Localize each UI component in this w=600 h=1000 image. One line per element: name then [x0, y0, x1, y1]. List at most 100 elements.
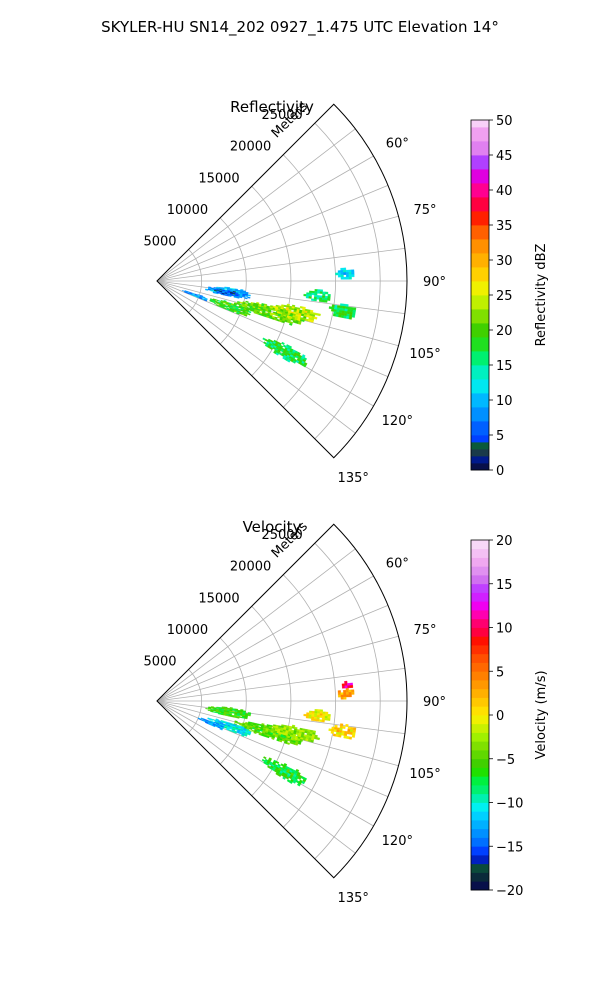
colorbar-segment [471, 653, 489, 659]
echo-gate [347, 682, 351, 686]
colorbar-segment [471, 347, 489, 352]
echo-gate [343, 694, 347, 698]
colorbar-segment [471, 284, 489, 289]
echo-gate [239, 296, 243, 299]
echo-gate [345, 692, 350, 695]
echo-gate [247, 312, 251, 316]
echo-gate [324, 299, 328, 303]
colorbar-segment [471, 291, 489, 296]
echo-gate [337, 272, 341, 276]
radar-panels: Reflectivity500010000150002000025000Mete… [143, 98, 549, 906]
radial-tick-label: 25000 [261, 108, 302, 123]
colorbar-segment [471, 745, 489, 751]
echo-gate [344, 683, 348, 687]
figure-suptitle: SKYLER-HU SN14_202 0927_1.475 UTC Elevat… [101, 18, 499, 37]
echo-gate [342, 267, 347, 271]
colorbar-tick-label: 40 [496, 184, 513, 199]
colorbar-segment [471, 859, 489, 865]
echo-gate [236, 312, 240, 315]
colorbar-segment [471, 424, 489, 429]
echo-gate [310, 718, 315, 721]
colorbar-segment [471, 396, 489, 401]
echo-gate [297, 741, 302, 745]
echo-gate [348, 736, 353, 740]
azimuth-tick-label: 135° [338, 891, 369, 906]
colorbar-segment [471, 649, 489, 655]
echo-gate [291, 726, 295, 729]
azimuth-gridline [156, 700, 405, 735]
echo-gate [348, 272, 352, 275]
colorbar-segment [471, 295, 489, 299]
echo-gate [203, 299, 208, 302]
colorbar-segment [471, 463, 489, 467]
colorbar-segment [471, 885, 489, 891]
colorbar-segment [471, 846, 489, 852]
echo-gate [340, 270, 344, 273]
echo-gate [314, 709, 318, 712]
echo-gate [345, 724, 349, 728]
echo-gate [344, 680, 348, 684]
colorbar-segment [471, 263, 489, 268]
echo-gate [328, 306, 333, 310]
radial-tick-label: 10000 [167, 623, 208, 638]
echo-gate [302, 363, 307, 368]
echo-gate [330, 730, 335, 734]
polar-frame [156, 103, 408, 459]
echo-gate [283, 304, 288, 308]
colorbar-segment [471, 267, 489, 271]
colorbar-tick-label: 15 [496, 578, 513, 593]
echo-gate [319, 289, 324, 292]
echo-gate [343, 269, 347, 273]
echo-gate [337, 270, 341, 273]
colorbar-segment [471, 793, 489, 799]
radial-tick-label: 10000 [167, 203, 208, 218]
echo-region-6 [262, 337, 308, 368]
radial-tick-label: 5000 [143, 654, 176, 669]
colorbar-segment [471, 557, 489, 563]
colorbar-segment [471, 614, 489, 620]
echo-field [181, 267, 357, 368]
colorbar-segment [471, 200, 489, 205]
echo-gate [269, 346, 273, 350]
echo-gate [319, 709, 324, 712]
colorbar-segment [471, 553, 489, 558]
colorbar-tick-label: 20 [496, 534, 513, 549]
echo-gate [313, 718, 317, 722]
colorbar-segment [471, 330, 489, 334]
echo-gate [349, 682, 353, 686]
colorbar-segment [471, 169, 489, 173]
colorbar-segment [471, 389, 489, 394]
colorbar-segment [471, 221, 489, 226]
colorbar-segment [471, 872, 489, 878]
echo-gate [310, 739, 314, 743]
colorbar-segment [471, 636, 489, 642]
colorbar-segment [471, 824, 489, 830]
colorbar-segment [471, 452, 489, 457]
echo-region-9 [337, 687, 355, 700]
colorbar-label: Velocity (m/s) [534, 670, 549, 759]
colorbar-tick-label: 10 [496, 394, 513, 409]
colorbar-segment [471, 410, 489, 415]
polar-frame [156, 523, 408, 879]
colorbar-segment [471, 798, 489, 803]
colorbar-segment [471, 134, 489, 138]
echo-gate [222, 289, 226, 292]
colorbar-segment [471, 218, 489, 222]
echo-gate [266, 735, 270, 739]
colorbar-segment [471, 736, 489, 742]
echo-gate [335, 272, 339, 276]
azimuth-gridline [156, 280, 389, 378]
colorbar-segment [471, 246, 489, 250]
radial-tick-label: 20000 [230, 560, 271, 575]
radial-tick-label: 15000 [198, 591, 239, 606]
azimuth-gridline [156, 280, 405, 315]
colorbar-segment [471, 375, 489, 380]
echo-gate [351, 314, 356, 318]
echo-region-5 [269, 303, 321, 323]
colorbar-segment [471, 763, 489, 768]
echo-gate [325, 711, 329, 715]
colorbar-segment [471, 785, 489, 790]
colorbar-segment [471, 833, 489, 838]
colorbar-segment [471, 417, 489, 422]
colorbar-tick-label: 5 [496, 665, 504, 680]
